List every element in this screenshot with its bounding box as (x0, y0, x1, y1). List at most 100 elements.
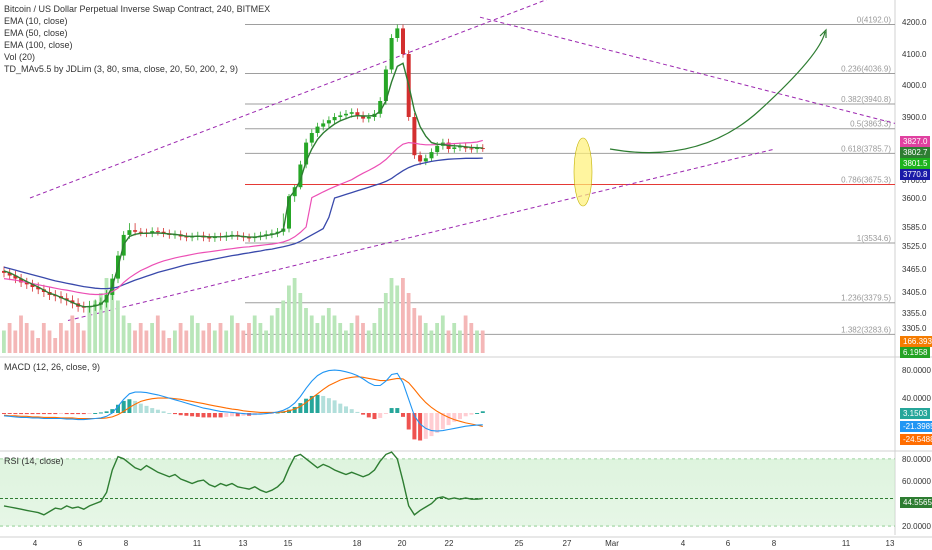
volume-bar (144, 330, 149, 353)
macd-histogram-bar (138, 403, 143, 413)
volume-bar (287, 285, 291, 353)
volume-bar (190, 315, 194, 353)
macd-histogram-bar (412, 413, 417, 440)
macd-histogram-bar (224, 413, 229, 417)
volume-bar (161, 330, 166, 353)
volume-bar (252, 315, 257, 353)
macd-legend[interactable]: MACD (12, 26, close, 9) (4, 362, 101, 372)
time-tick-label: 6 (726, 539, 731, 548)
price-tick-label: 3585.0 (902, 223, 927, 232)
volume-bar (195, 323, 200, 353)
price-candle (423, 154, 428, 166)
macd-histogram-bar (2, 413, 6, 414)
fib-level-label: 1.382(3283.6) (841, 325, 891, 334)
rsi-legend[interactable]: RSI (14, close) (4, 456, 64, 466)
price-badge-ema100: 3770.8 (900, 169, 931, 180)
macd-histogram-bar (36, 413, 41, 415)
ema50-line (3, 139, 483, 296)
macd-histogram-bar (201, 413, 206, 418)
macd-histogram-bar (378, 413, 383, 418)
price-tick-label: 4100.0 (902, 50, 927, 59)
volume-bar (19, 315, 23, 353)
time-tick-label: 13 (239, 539, 248, 548)
macd-histogram-bar (144, 405, 149, 413)
macd-histogram-bar (212, 413, 217, 418)
volume-bar (167, 338, 172, 353)
macd-tick-label: 80.0000 (902, 366, 931, 375)
macd-histogram-bar (458, 413, 462, 420)
macd-histogram-bar (372, 413, 377, 420)
volume-bar (429, 330, 434, 353)
price-candle (321, 119, 326, 131)
volume-bar (264, 330, 268, 353)
volume-bar (275, 308, 280, 353)
price-candle (309, 129, 314, 147)
macd-histogram-bar (155, 409, 160, 413)
macd-histogram-bar (13, 413, 18, 415)
volume-bar (59, 323, 63, 353)
volume-bar (70, 315, 75, 353)
macd-badge-hist: 3.1503 (900, 408, 931, 419)
macd-histogram-bar (150, 408, 155, 413)
legend-ema50[interactable]: EMA (50, close) (4, 28, 68, 38)
price-candle (412, 113, 417, 159)
price-candle (2, 266, 6, 278)
price-candle (418, 151, 423, 166)
volume-bar (435, 323, 439, 353)
macd-histogram-bar (366, 413, 371, 418)
price-candle (207, 233, 212, 242)
time-tick-label: Mar (605, 539, 619, 548)
legend-ema100[interactable]: EMA (100, close) (4, 40, 73, 50)
fib-level-label: 1(3534.6) (857, 234, 892, 243)
volume-bar (338, 323, 343, 353)
volume-bar (258, 323, 263, 353)
volume-bar (383, 293, 388, 353)
volume-bar (344, 330, 348, 353)
legend-td-ma[interactable]: TD_MAv5.5 by JDLim (3, 80, sma, close, 2… (4, 64, 238, 74)
macd-histogram-bar (361, 413, 366, 415)
rsi-tick-label: 80.0000 (902, 455, 931, 464)
volume-bar (401, 278, 405, 353)
volume-bar (133, 330, 137, 353)
volume-bar (423, 323, 428, 353)
time-tick-label: 15 (284, 539, 293, 548)
price-tick-label: 4200.0 (902, 18, 927, 27)
time-tick-label: 4 (681, 539, 686, 548)
rsi-tick-label: 20.0000 (902, 522, 931, 531)
macd-histogram-bar (480, 411, 485, 413)
volume-bar (201, 330, 206, 353)
volume-bar (150, 323, 154, 353)
time-tick-label: 11 (842, 539, 851, 548)
price-badge-ema10: 3802.7 (900, 147, 931, 158)
trendline-upper (29, 0, 548, 199)
macd-histogram-bar (321, 395, 326, 413)
volume-bar (458, 330, 462, 353)
price-candle (184, 232, 189, 242)
price-candle (298, 160, 303, 190)
volume-bar (98, 293, 103, 353)
fib-level-label: 0(4192.0) (857, 16, 892, 25)
legend-ema10[interactable]: EMA (10, close) (4, 16, 68, 26)
macd-histogram-bar (207, 413, 212, 418)
macd-histogram-bar (309, 395, 314, 413)
volume-bar (7, 323, 12, 353)
volume-bar (2, 330, 6, 353)
price-tick-label: 3900.0 (902, 113, 927, 122)
price-candle (326, 116, 331, 128)
volume-bar (41, 323, 46, 353)
macd-histogram-bar (218, 413, 223, 418)
volume-bar (13, 330, 18, 353)
macd-histogram-bar (19, 413, 24, 415)
volume-bar (406, 293, 411, 353)
time-tick-label: 6 (78, 539, 83, 548)
volume-bar (178, 323, 183, 353)
macd-histogram-bar (349, 409, 354, 413)
time-axis: 4 6 8 11 13 15 18 20 22 25 27 Mar 4 6 8 11 13 (0, 536, 932, 548)
macd-histogram-bar (53, 413, 58, 415)
legend-volume[interactable]: Vol (20) (4, 52, 36, 62)
macd-histogram-bar (93, 413, 98, 414)
price-candle (338, 111, 343, 121)
macd-tick-label: 40.0000 (902, 394, 931, 403)
rsi-pane: 80.0000 60.0000 20.0000 (0, 451, 931, 531)
